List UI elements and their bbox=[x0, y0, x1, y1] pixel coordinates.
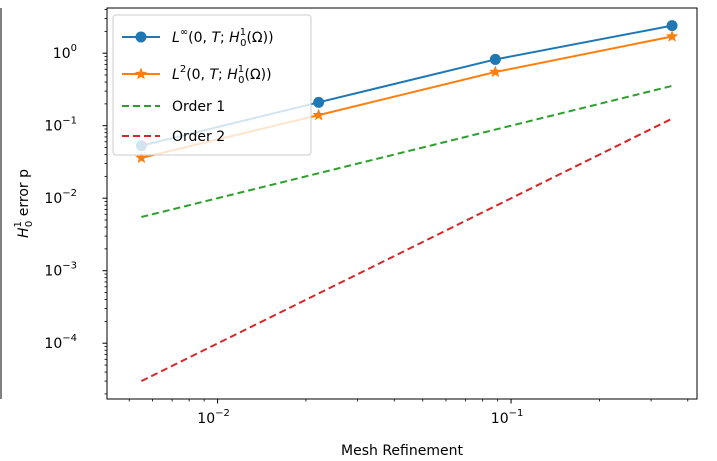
x-axis-label: Mesh Refinement bbox=[341, 443, 463, 459]
legend-entry-4-label: Order 2 bbox=[172, 129, 225, 145]
series-2-point bbox=[489, 65, 502, 78]
axis-ticks: 10−2 10−1 10−4 10−3 10−2 10−1 100 bbox=[44, 9, 689, 427]
series-4 bbox=[140, 117, 673, 383]
y-tick-label: 100 bbox=[53, 43, 77, 62]
legend-entry-1-point bbox=[135, 31, 147, 43]
legend-entry-1: L∞(0, T; H1 0(Ω)) bbox=[122, 27, 274, 49]
series-3-line bbox=[141, 84, 673, 218]
x-tick-label: 10−2 bbox=[197, 408, 230, 427]
legend-entry-2-point bbox=[134, 67, 148, 80]
series-2-point bbox=[665, 29, 679, 42]
legend: L∞(0, T; H1 0(Ω)) L2(0, T; H1 0(Ω)) Order 1 O… bbox=[112, 14, 312, 156]
y-axis-label: H10 error p bbox=[13, 169, 35, 238]
series-1-point bbox=[666, 20, 678, 32]
legend-entry-2: L2(0, T; H1 0(Ω)) bbox=[122, 64, 272, 86]
series-1-point bbox=[489, 53, 501, 65]
series-3 bbox=[141, 84, 673, 218]
y-tick-label: 10−4 bbox=[44, 333, 77, 352]
plot-area bbox=[106, 7, 698, 400]
axes-frame bbox=[106, 7, 698, 400]
legend-entry-4: Order 2 bbox=[122, 129, 225, 145]
legend-box bbox=[112, 14, 312, 156]
y-tick-label: 10−3 bbox=[44, 261, 77, 280]
legend-entry-3-label: Order 1 bbox=[172, 99, 225, 115]
series-2-point bbox=[312, 108, 325, 121]
legend-entry-2-label: L2(0, T; H1 0(Ω)) bbox=[172, 64, 272, 86]
series-4-line bbox=[140, 117, 673, 383]
legend-entry-1-label: L∞(0, T; H1 0(Ω)) bbox=[172, 27, 274, 49]
legend-entry-3: Order 1 bbox=[122, 99, 225, 115]
y-tick-label: 10−2 bbox=[44, 188, 77, 207]
y-tick-label: 10−1 bbox=[44, 116, 77, 135]
series-2-point bbox=[135, 151, 148, 164]
x-tick-label: 10−1 bbox=[491, 408, 524, 427]
series-1-point bbox=[313, 96, 325, 108]
